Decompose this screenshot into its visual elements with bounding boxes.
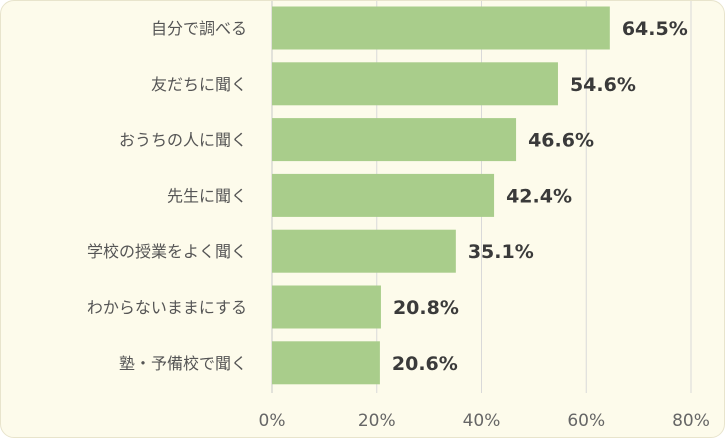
data-label: 20.8%	[393, 297, 459, 319]
data-label: 46.6%	[528, 130, 594, 152]
bar	[272, 341, 380, 385]
x-tick-label: 40%	[463, 411, 501, 431]
bar	[272, 285, 381, 329]
x-tick-label: 0%	[259, 411, 286, 431]
data-label: 20.6%	[392, 353, 458, 375]
x-tick-label: 20%	[358, 411, 396, 431]
bars	[272, 6, 610, 385]
value-labels: 64.5% 54.6% 46.6% 42.4% 35.1% 20.8% 20.6%	[392, 18, 688, 375]
category-label: おうちの人に聞く	[119, 131, 247, 150]
data-label: 35.1%	[468, 241, 534, 263]
category-label: 先生に聞く	[167, 186, 247, 205]
data-label: 64.5%	[622, 18, 688, 40]
x-tick-label: 80%	[672, 411, 710, 431]
bar	[272, 118, 517, 162]
category-label: 塾・予備校で聞く	[119, 354, 247, 373]
bar	[272, 173, 495, 217]
bar	[272, 229, 456, 273]
data-label: 42.4%	[506, 185, 572, 207]
data-label: 54.6%	[570, 74, 636, 96]
x-tick-label: 60%	[567, 411, 605, 431]
x-tick-labels: 0% 20% 40% 60% 80%	[259, 411, 710, 431]
bar	[272, 6, 610, 50]
category-label: 学校の授業をよく聞く	[87, 242, 247, 261]
category-label: 自分で調べる	[151, 19, 247, 38]
category-label: わからないままにする	[87, 298, 247, 317]
bar	[272, 62, 558, 106]
category-labels: 自分で調べる友だちに聞くおうちの人に聞く先生に聞く学校の授業をよく聞くわからない…	[87, 19, 247, 373]
category-label: 友だちに聞く	[151, 75, 247, 94]
